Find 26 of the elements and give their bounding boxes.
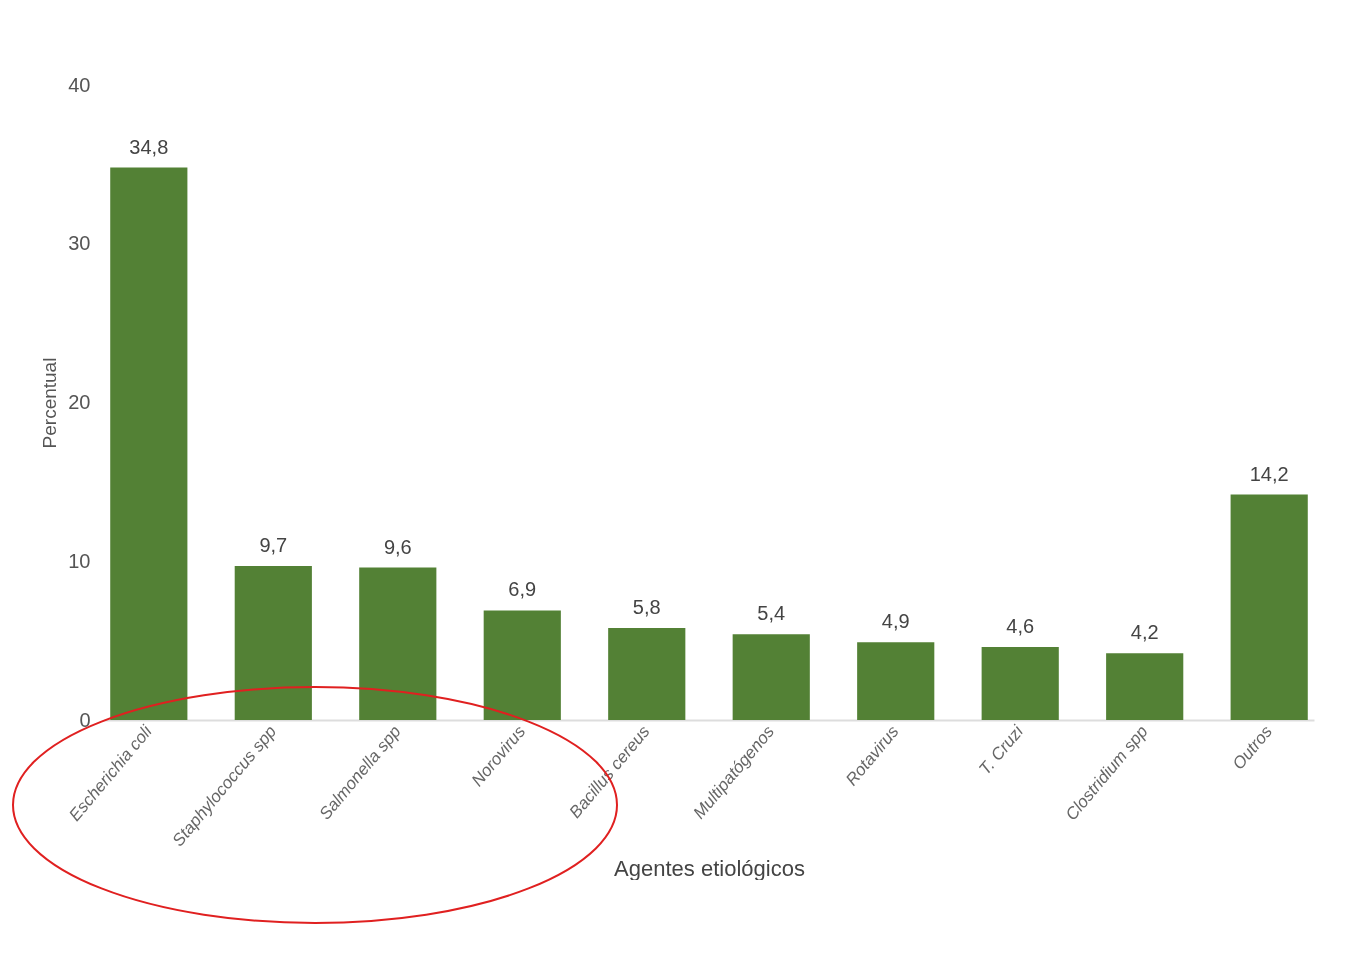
data-label: 5,4	[757, 602, 786, 625]
y-tick-label: 40	[68, 73, 91, 96]
bar	[359, 567, 437, 720]
bar	[234, 566, 312, 720]
bar	[981, 646, 1059, 720]
data-label: 34,8	[129, 135, 169, 158]
data-label: 4,9	[881, 610, 910, 633]
data-label: 9,7	[259, 534, 288, 557]
bar	[732, 634, 810, 720]
bar	[483, 610, 561, 720]
data-label: 9,6	[383, 535, 412, 558]
y-axis-title: Percentual	[39, 357, 61, 449]
bar	[857, 642, 935, 720]
bar	[1106, 653, 1184, 720]
y-tick-label: 30	[68, 232, 91, 255]
data-label: 5,8	[632, 595, 661, 618]
bar	[1230, 494, 1308, 720]
bar	[110, 167, 188, 720]
data-label: 6,9	[508, 578, 537, 601]
y-tick-label: 0	[79, 708, 91, 731]
data-label: 4,2	[1130, 621, 1159, 644]
bar	[608, 627, 686, 720]
data-label: 4,6	[1006, 614, 1035, 637]
y-tick-label: 10	[68, 549, 91, 572]
y-tick-label: 20	[68, 391, 91, 413]
data-label: 14,2	[1249, 462, 1289, 485]
